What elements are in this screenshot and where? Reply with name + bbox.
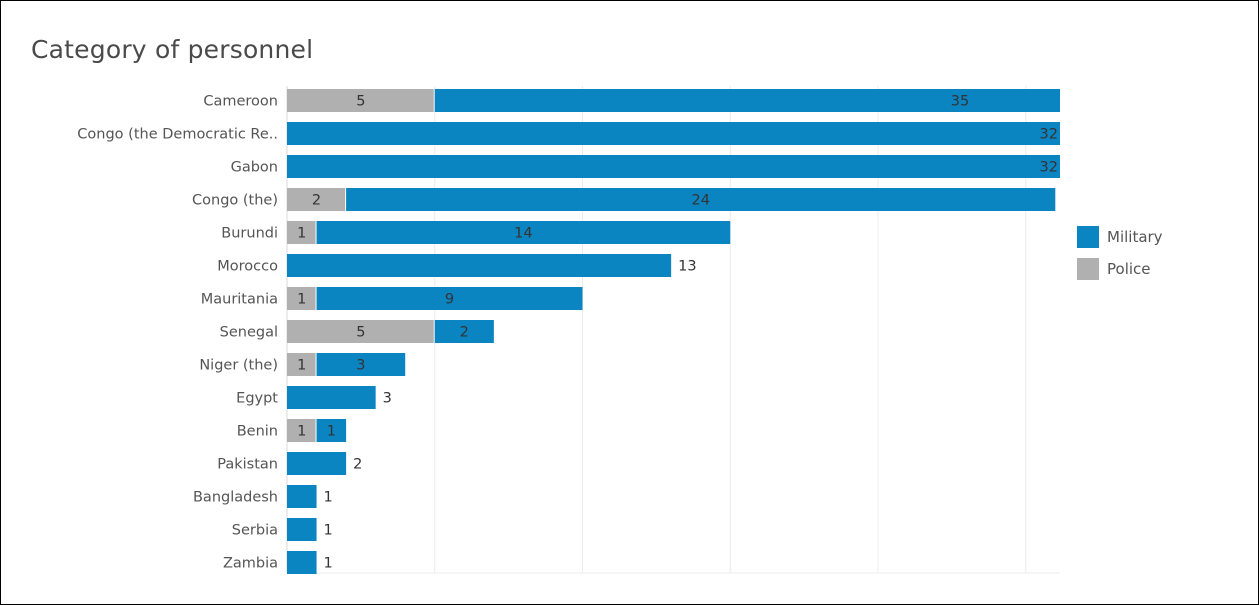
bar-military-morocco[interactable]: [287, 254, 672, 277]
chart-title: Category of personnel: [31, 35, 314, 64]
category-label-gabon: Gabon: [231, 160, 278, 176]
bar-military-burundi[interactable]: [316, 221, 731, 244]
value-label-military-egypt: 3: [383, 391, 392, 407]
category-label-congo-the-democratic-re: Congo (the Democratic Re..: [77, 127, 278, 143]
legend-swatch-military: [1077, 226, 1099, 248]
category-label-congo-the: Congo (the): [192, 193, 278, 209]
value-label-police-cameroon: 5: [356, 94, 365, 110]
bar-military-zambia[interactable]: [287, 551, 317, 574]
bar-military-pakistan[interactable]: [287, 452, 347, 475]
legend-swatch-police: [1077, 258, 1099, 280]
value-label-military-cameroon: 35: [951, 94, 969, 110]
bar-military-gabon[interactable]: [287, 155, 1060, 178]
legend-item-police[interactable]: Police: [1077, 258, 1163, 280]
value-label-military-gabon: 32: [1040, 160, 1058, 176]
bar-military-cameroon[interactable]: [434, 89, 1060, 112]
category-label-senegal: Senegal: [220, 325, 278, 341]
value-label-police-mauritania: 1: [297, 292, 306, 308]
bar-military-congo-the-democratic-re[interactable]: [287, 122, 1060, 145]
category-label-morocco: Morocco: [217, 259, 278, 275]
bar-military-niger-the[interactable]: [316, 353, 406, 376]
value-label-military-bangladesh: 1: [324, 490, 333, 506]
value-label-police-burundi: 1: [297, 226, 306, 242]
legend: Military Police: [1077, 226, 1163, 290]
bar-military-bangladesh[interactable]: [287, 485, 317, 508]
bar-police-mauritania[interactable]: [287, 287, 316, 310]
category-label-pakistan: Pakistan: [217, 457, 278, 473]
category-label-serbia: Serbia: [232, 523, 278, 539]
value-label-military-congo-the: 24: [691, 193, 709, 209]
value-label-military-serbia: 1: [324, 523, 333, 539]
category-label-egypt: Egypt: [236, 391, 278, 407]
value-label-military-zambia: 1: [324, 556, 333, 572]
bar-police-senegal[interactable]: [287, 320, 434, 343]
value-label-military-congo-the-democratic-re: 32: [1040, 127, 1058, 143]
category-label-niger-the: Niger (the): [199, 358, 278, 374]
category-label-burundi: Burundi: [221, 226, 278, 242]
category-label-cameroon: Cameroon: [203, 94, 278, 110]
value-label-military-niger-the: 3: [356, 358, 365, 374]
bar-military-congo-the[interactable]: [346, 188, 1056, 211]
value-label-military-pakistan: 2: [353, 457, 362, 473]
legend-item-military[interactable]: Military: [1077, 226, 1163, 248]
bar-police-burundi[interactable]: [287, 221, 316, 244]
legend-label-police: Police: [1107, 260, 1151, 278]
category-label-benin: Benin: [237, 424, 278, 440]
bar-military-egypt[interactable]: [287, 386, 376, 409]
category-label-zambia: Zambia: [223, 556, 278, 572]
category-label-bangladesh: Bangladesh: [193, 490, 278, 506]
value-label-military-senegal: 2: [460, 325, 469, 341]
value-label-military-morocco: 13: [678, 259, 696, 275]
value-label-military-burundi: 14: [514, 226, 532, 242]
bar-police-niger-the[interactable]: [287, 353, 316, 376]
value-label-military-benin: 1: [327, 424, 336, 440]
category-label-mauritania: Mauritania: [201, 292, 278, 308]
bar-military-benin[interactable]: [316, 419, 347, 442]
bar-military-senegal[interactable]: [434, 320, 494, 343]
legend-label-military: Military: [1107, 228, 1163, 246]
value-label-military-mauritania: 9: [445, 292, 454, 308]
bar-police-benin[interactable]: [287, 419, 316, 442]
bar-police-congo-the[interactable]: [287, 188, 346, 211]
bar-police-cameroon[interactable]: [287, 89, 434, 112]
value-label-police-congo-the: 2: [312, 193, 321, 209]
bar-military-mauritania[interactable]: [316, 287, 583, 310]
value-label-police-niger-the: 1: [297, 358, 306, 374]
bar-military-serbia[interactable]: [287, 518, 317, 541]
value-label-police-senegal: 5: [356, 325, 365, 341]
value-label-police-benin: 1: [297, 424, 306, 440]
